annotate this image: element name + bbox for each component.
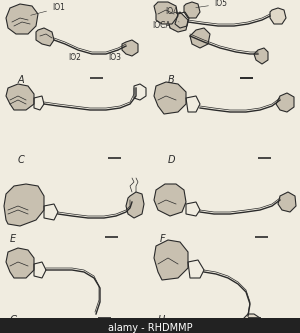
Text: H: H (158, 315, 165, 325)
Polygon shape (154, 82, 186, 114)
Polygon shape (6, 84, 34, 110)
Text: G: G (10, 315, 17, 325)
Text: IO3: IO3 (108, 50, 121, 63)
Polygon shape (244, 314, 262, 332)
Text: B: B (168, 75, 175, 85)
Polygon shape (4, 184, 44, 226)
Polygon shape (126, 192, 144, 218)
Bar (0, 318, 300, 333)
Text: F: F (160, 234, 166, 244)
Polygon shape (254, 48, 268, 64)
Text: A: A (18, 75, 25, 85)
Text: IO4: IO4 (165, 8, 179, 22)
Text: IOCA: IOCA (152, 22, 174, 31)
Polygon shape (190, 28, 210, 48)
Polygon shape (154, 184, 186, 216)
Polygon shape (6, 248, 34, 278)
Text: C: C (18, 155, 25, 165)
Polygon shape (184, 2, 200, 18)
Polygon shape (278, 192, 296, 212)
Text: alamy - RHDMMP: alamy - RHDMMP (108, 323, 192, 333)
Polygon shape (276, 93, 294, 112)
Text: IO2: IO2 (68, 54, 81, 63)
Polygon shape (168, 12, 188, 32)
Text: IO1: IO1 (31, 4, 65, 15)
Polygon shape (154, 2, 178, 24)
Polygon shape (154, 240, 188, 280)
Text: E: E (10, 234, 16, 244)
Text: IO5: IO5 (196, 0, 227, 9)
Polygon shape (6, 4, 38, 34)
Polygon shape (36, 28, 54, 46)
Polygon shape (122, 40, 138, 56)
Text: D: D (168, 155, 176, 165)
Polygon shape (270, 8, 286, 24)
